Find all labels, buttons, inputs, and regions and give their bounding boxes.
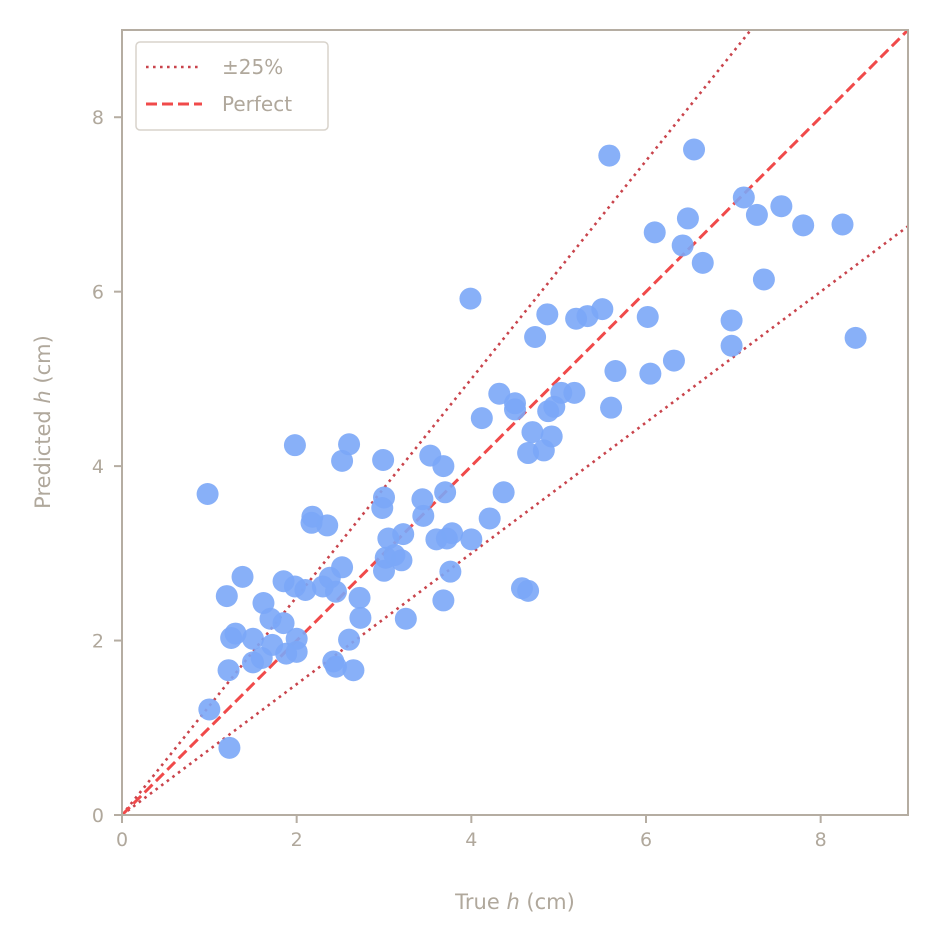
- data-point: [392, 523, 415, 546]
- y-tick-label: 2: [92, 631, 104, 653]
- data-point: [604, 360, 627, 383]
- x-axis-label-text: True: [454, 890, 506, 914]
- legend-band-label: ±25%: [222, 55, 283, 79]
- data-point: [294, 578, 317, 601]
- data-point: [691, 251, 714, 274]
- data-point: [231, 565, 254, 588]
- data-point: [242, 627, 264, 650]
- data-point: [196, 483, 219, 506]
- data-point: [217, 659, 240, 682]
- tolerance-band-line: [122, 225, 908, 815]
- legend: ±25% Perfect: [135, 41, 329, 131]
- data-point: [342, 659, 365, 682]
- data-point: [198, 698, 221, 721]
- data-point: [338, 628, 361, 651]
- axis-ticks: 0 2 4 6 8 0 2 4 6 8: [92, 107, 827, 851]
- y-tick-label: 8: [92, 107, 104, 129]
- data-point: [411, 488, 434, 511]
- data-point: [563, 381, 586, 404]
- data-point: [671, 234, 694, 257]
- data-point: [412, 504, 435, 527]
- data-point: [591, 298, 614, 321]
- data-point: [331, 449, 354, 472]
- data-point: [524, 326, 547, 349]
- data-point: [432, 589, 455, 612]
- data-point: [517, 579, 540, 602]
- data-point: [215, 585, 238, 608]
- data-point: [372, 449, 395, 472]
- data-point: [316, 514, 339, 537]
- data-point: [478, 507, 501, 530]
- data-point: [331, 556, 354, 579]
- data-point: [394, 607, 417, 630]
- y-tick-label: 6: [92, 282, 104, 304]
- y-tick-label: 4: [92, 456, 104, 478]
- data-point: [521, 421, 544, 444]
- y-axis-label-unit: (cm): [31, 335, 55, 390]
- y-axis-label: Predicted h (cm): [31, 335, 55, 509]
- data-point: [459, 287, 482, 310]
- data-point: [348, 586, 371, 609]
- data-point: [349, 606, 372, 629]
- data-point: [643, 221, 666, 244]
- data-point: [720, 309, 743, 332]
- data-point: [272, 612, 295, 635]
- y-axis-label-text: Predicted: [31, 404, 55, 509]
- x-axis-label: True h (cm): [454, 890, 575, 914]
- data-point: [752, 268, 775, 291]
- data-points: [196, 138, 867, 759]
- data-point: [536, 303, 559, 326]
- data-point: [373, 486, 395, 509]
- data-point: [598, 144, 621, 167]
- legend-box: [135, 41, 329, 131]
- data-point: [460, 528, 483, 551]
- x-axis-label-variable: h: [506, 890, 519, 914]
- data-point: [504, 398, 526, 421]
- data-point: [283, 434, 306, 457]
- data-point: [434, 481, 457, 504]
- x-axis-label-unit: (cm): [520, 890, 575, 914]
- plot-frame: [121, 29, 909, 816]
- data-point: [390, 549, 413, 572]
- data-point: [488, 382, 511, 405]
- legend-perfect-label: Perfect: [222, 92, 292, 116]
- data-point: [683, 138, 706, 161]
- data-point: [492, 481, 515, 504]
- x-tick-label: 8: [815, 829, 827, 851]
- data-point: [639, 362, 662, 385]
- data-point: [732, 186, 755, 209]
- data-point: [285, 627, 308, 650]
- x-tick-label: 0: [116, 829, 128, 851]
- data-point: [792, 214, 815, 237]
- data-point: [844, 326, 867, 349]
- data-point: [831, 213, 854, 236]
- y-tick-label: 0: [92, 805, 104, 827]
- data-point: [338, 433, 361, 456]
- data-point: [720, 334, 743, 357]
- perfect-line: [122, 30, 908, 815]
- data-point: [676, 207, 699, 230]
- data-point: [600, 396, 623, 419]
- x-tick-label: 2: [291, 829, 303, 851]
- data-point: [432, 455, 455, 478]
- data-point: [636, 305, 659, 328]
- data-point: [745, 203, 768, 226]
- data-point: [540, 425, 563, 448]
- data-point: [324, 580, 347, 603]
- reference-lines: [122, 30, 908, 815]
- data-point: [439, 560, 462, 583]
- data-point: [324, 655, 347, 678]
- x-tick-label: 6: [640, 829, 652, 851]
- data-point: [224, 622, 247, 645]
- data-point: [441, 522, 464, 545]
- y-axis-label-variable: h: [31, 390, 55, 403]
- data-point: [470, 407, 493, 430]
- data-point: [770, 195, 793, 218]
- data-point: [662, 349, 685, 372]
- data-point: [218, 736, 241, 759]
- x-tick-label: 4: [465, 829, 477, 851]
